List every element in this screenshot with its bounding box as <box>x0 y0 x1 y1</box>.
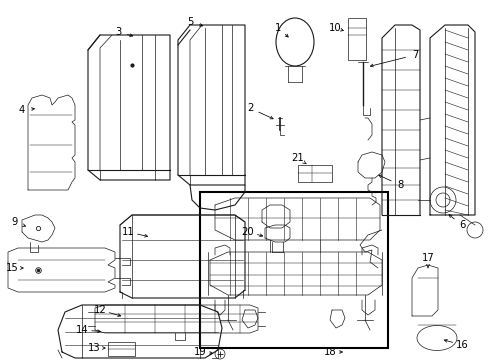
Text: 21: 21 <box>291 153 304 163</box>
Text: 3: 3 <box>115 27 121 37</box>
Text: 16: 16 <box>455 340 468 350</box>
Text: 17: 17 <box>421 253 433 263</box>
Text: 4: 4 <box>19 105 25 115</box>
Bar <box>200 192 387 348</box>
Bar <box>347 18 365 60</box>
Text: 11: 11 <box>122 227 134 237</box>
Text: 10: 10 <box>328 23 341 33</box>
Text: 12: 12 <box>93 305 106 315</box>
Text: 20: 20 <box>241 227 254 237</box>
Text: 2: 2 <box>246 103 253 113</box>
Bar <box>297 165 331 182</box>
Text: 5: 5 <box>186 17 193 27</box>
Text: 7: 7 <box>411 50 417 60</box>
Text: 9: 9 <box>12 217 18 227</box>
Bar <box>108 342 135 356</box>
Text: 19: 19 <box>193 347 206 357</box>
Text: 1: 1 <box>274 23 281 33</box>
Text: 14: 14 <box>76 325 88 335</box>
Text: 18: 18 <box>323 347 336 357</box>
Text: 8: 8 <box>396 180 402 190</box>
Text: 13: 13 <box>87 343 100 353</box>
Text: 6: 6 <box>458 220 464 230</box>
Text: 15: 15 <box>6 263 19 273</box>
